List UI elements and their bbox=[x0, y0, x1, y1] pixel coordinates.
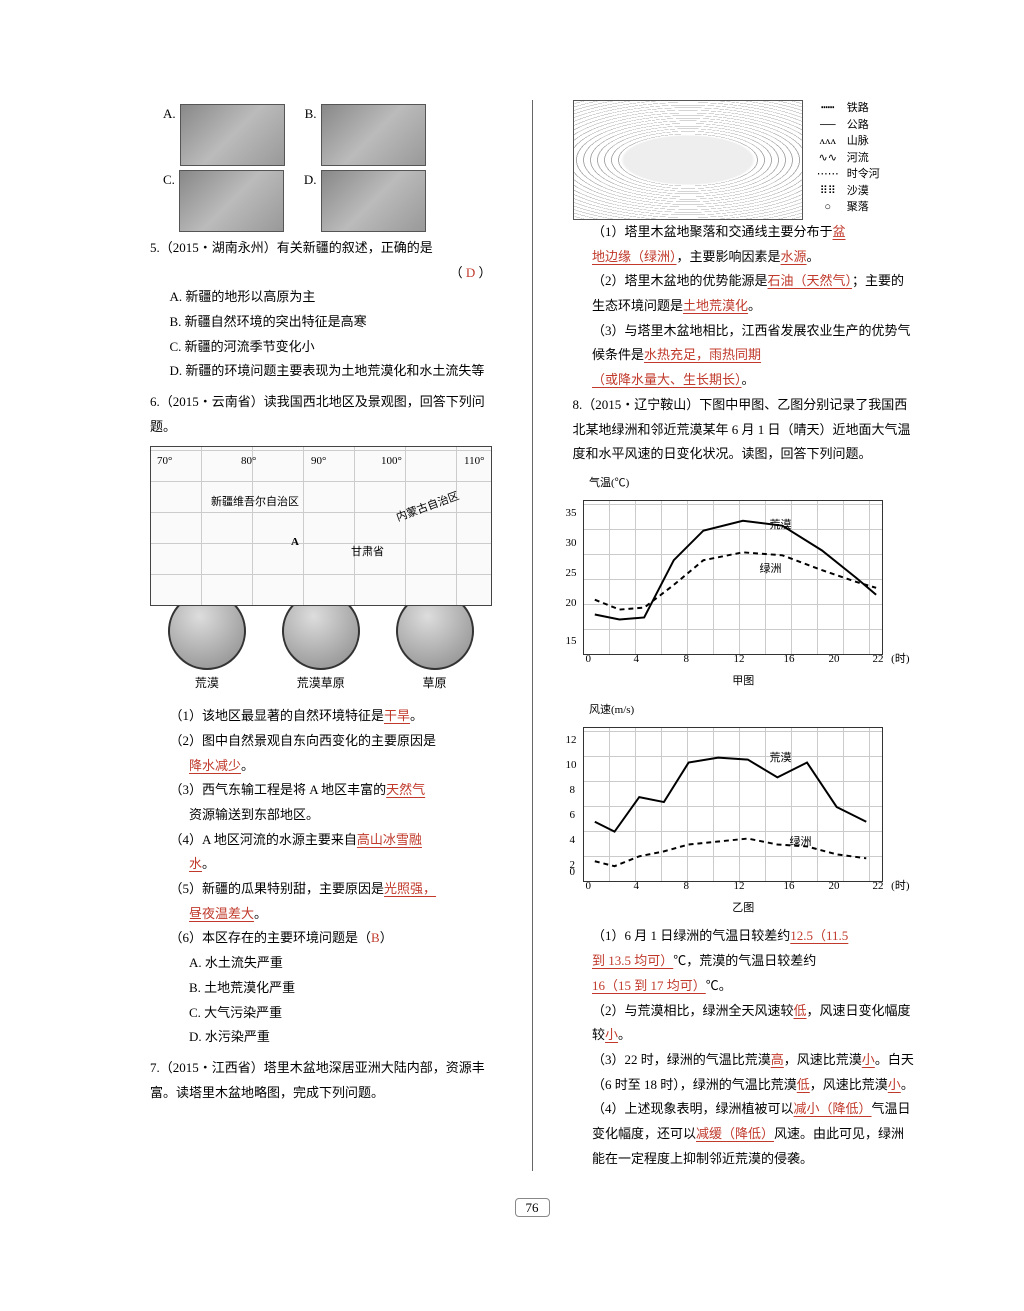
option-c-image bbox=[179, 170, 284, 232]
q6-p1: （1）该地区最显著的自然环境特征是干旱。 bbox=[150, 704, 492, 729]
q6-p3: （3）西气东输工程是将 A 地区丰富的天然气 资源输送到东部地区。 bbox=[150, 778, 492, 827]
q8-a1c: 16（15 到 17 均可） bbox=[592, 978, 706, 993]
chart2-title: 风速(m/s) bbox=[573, 700, 915, 721]
q6-p6c: C. 大气污染严重 bbox=[150, 1001, 492, 1026]
q7-tarim-map bbox=[573, 100, 803, 220]
q6-a4a: 高山冰雪融 bbox=[357, 832, 422, 847]
q8-a4a: 减小（降低） bbox=[794, 1101, 872, 1116]
q7-a1c: 水源 bbox=[781, 249, 807, 264]
q6-stem: 6.（2015・云南省）读我国西北地区及景观图，回答下列问题。 bbox=[150, 390, 492, 439]
q8-a3a: 高 bbox=[771, 1052, 784, 1067]
q7-a1b: 地边缘（绿洲） bbox=[592, 249, 677, 264]
option-b-label: B. bbox=[305, 102, 317, 127]
q6-a5a: 光照强， bbox=[384, 881, 436, 896]
q7-a2b: 土地荒漠化 bbox=[683, 298, 748, 313]
option-a-label: A. bbox=[163, 102, 176, 127]
q7-p1: （1）塔里木盆地聚落和交通线主要分布于盆 地边缘（绿洲），主要影响因素是水源。 bbox=[573, 220, 915, 269]
q8-a1a: 12.5（11.5 bbox=[790, 928, 848, 943]
q5-answer-paren: （ D ） bbox=[150, 261, 492, 286]
q8-p3: （3）22 时，绿洲的气温比荒漠高，风速比荒漠小。白天（6 时至 18 时），绿… bbox=[573, 1048, 915, 1097]
q8-a3b: 小 bbox=[862, 1052, 875, 1067]
q6-a2: 降水减少 bbox=[189, 758, 241, 773]
q7-figure-row: ┅┅铁路 ──公路 ᴧᴧᴧ山脉 ∿∿河流 ⋯⋯时令河 ⠿⠿沙漠 ○聚落 bbox=[573, 100, 915, 220]
q6-p6b: B. 土地荒漠化严重 bbox=[150, 976, 492, 1001]
q8-a3c: 低 bbox=[797, 1077, 810, 1092]
q8-stem: 8.（2015・辽宁鞍山）下图中甲图、乙图分别记录了我国西北某地绿洲和邻近荒漠某… bbox=[573, 393, 915, 467]
q7-legend: ┅┅铁路 ──公路 ᴧᴧᴧ山脉 ∿∿河流 ⋯⋯时令河 ⠿⠿沙漠 ○聚落 bbox=[814, 100, 880, 216]
q5-opt-a: A. 新疆的地形以高原为主 bbox=[150, 285, 492, 310]
q6-map: 70° 80° 90° 100° 110° 新疆维吾尔自治区 A 甘肃省 内蒙古… bbox=[150, 446, 492, 606]
q8-p4: （4）上述现象表明，绿洲植被可以减小（降低）气温日变化幅度，还可以减缓（降低）风… bbox=[573, 1097, 915, 1171]
q6-a5b: 昼夜温差大 bbox=[189, 906, 254, 921]
q5-opt-b: B. 新疆自然环境的突出特征是高寒 bbox=[150, 310, 492, 335]
q7-a2a: 石油（天然气） bbox=[768, 273, 853, 288]
q7-a1a: 盆 bbox=[833, 224, 846, 239]
q6-a6: B bbox=[371, 930, 380, 945]
q8-chart2-wrapper: 风速(m/s) 荒漠 绿洲 12 10 8 6 4 2 0 0 4 8 12 1… bbox=[573, 700, 915, 919]
q6-landscape-circles: 荒漠 荒漠草原 草原 bbox=[150, 592, 492, 695]
q6-p2: （2）图中自然景观自东向西变化的主要原因是 降水减少。 bbox=[150, 729, 492, 778]
page-number: 76 bbox=[150, 1196, 914, 1221]
q6-a4b: 水 bbox=[189, 856, 202, 871]
chart2-xlabel: 乙图 bbox=[573, 898, 915, 919]
q6-a1: 干旱 bbox=[384, 708, 410, 723]
option-image-row-1: A. B. bbox=[163, 104, 492, 166]
option-d-label: D. bbox=[304, 168, 317, 193]
option-c-label: C. bbox=[163, 168, 175, 193]
q6-p6: （6）本区存在的主要环境问题是（B） bbox=[150, 926, 492, 951]
option-a-image bbox=[180, 104, 285, 166]
q6: 6.（2015・云南省）读我国西北地区及景观图，回答下列问题。 70° 80° … bbox=[150, 390, 492, 1050]
q8-a1b: 到 13.5 均可） bbox=[592, 953, 673, 968]
q6-a3: 天然气 bbox=[386, 782, 425, 797]
left-column: A. B. C. D. 5.（2015・湖南永州）有关新疆的叙述，正确的是 （ … bbox=[150, 100, 492, 1171]
q7-a3a: 水热充足，雨热同期 bbox=[644, 347, 761, 362]
q7-a3b: （或降水量大、生长期长） bbox=[592, 372, 742, 387]
q8-a4b: 减缓（降低） bbox=[696, 1126, 774, 1141]
q6-p6d: D. 水污染严重 bbox=[150, 1025, 492, 1050]
option-d-image bbox=[321, 170, 426, 232]
right-column: ┅┅铁路 ──公路 ᴧᴧᴧ山脉 ∿∿河流 ⋯⋯时令河 ⠿⠿沙漠 ○聚落 （1）塔… bbox=[573, 100, 915, 1171]
option-image-row-2: C. D. bbox=[163, 170, 492, 232]
q7-p3: （3）与塔里木盆地相比，江西省发展农业生产的优势气候条件是水热充足，雨热同期 （… bbox=[573, 319, 915, 393]
q5-opt-c: C. 新疆的河流季节变化小 bbox=[150, 335, 492, 360]
q8-a3d: 小 bbox=[888, 1077, 901, 1092]
q8-p1: （1）6 月 1 日绿洲的气温日较差约12.5（11.5 到 13.5 均可）℃… bbox=[573, 924, 915, 998]
q6-p4: （4）A 地区河流的水源主要来自高山冰雪融 水。 bbox=[150, 828, 492, 877]
q7-p2: （2）塔里木盆地的优势能源是石油（天然气）；主要的生态环境问题是土地荒漠化。 bbox=[573, 269, 915, 318]
chart1-title: 气温(℃) bbox=[573, 473, 915, 494]
q8-chart1-wrapper: 气温(℃) 荒漠 绿洲 35 30 25 20 15 0 4 8 12 16 2… bbox=[573, 473, 915, 692]
q8-a2a: 低 bbox=[794, 1003, 807, 1018]
q8-chart1: 荒漠 绿洲 35 30 25 20 15 0 4 8 12 16 20 22 (… bbox=[583, 500, 883, 655]
q8-chart2: 荒漠 绿洲 12 10 8 6 4 2 0 0 4 8 12 16 20 22 … bbox=[583, 727, 883, 882]
q5-opt-d: D. 新疆的环境问题主要表现为土地荒漠化和水土流失等 bbox=[150, 359, 492, 384]
option-b-image bbox=[321, 104, 426, 166]
q8-a2b: 小 bbox=[605, 1027, 618, 1042]
q5-stem: 5.（2015・湖南永州）有关新疆的叙述，正确的是 bbox=[150, 236, 492, 261]
q5: 5.（2015・湖南永州）有关新疆的叙述，正确的是 （ D ） A. 新疆的地形… bbox=[150, 236, 492, 384]
q6-p6a: A. 水土流失严重 bbox=[150, 951, 492, 976]
column-divider bbox=[532, 100, 533, 1171]
q8-p2: （2）与荒漠相比，绿洲全天风速较低，风速日变化幅度较小。 bbox=[573, 999, 915, 1048]
q7-stem: 7.（2015・江西省）塔里木盆地深居亚洲大陆内部，资源丰富。读塔里木盆地略图，… bbox=[150, 1056, 492, 1105]
chart1-xlabel: 甲图 bbox=[573, 671, 915, 692]
q6-p5: （5）新疆的瓜果特别甜，主要原因是光照强， 昼夜温差大。 bbox=[150, 877, 492, 926]
